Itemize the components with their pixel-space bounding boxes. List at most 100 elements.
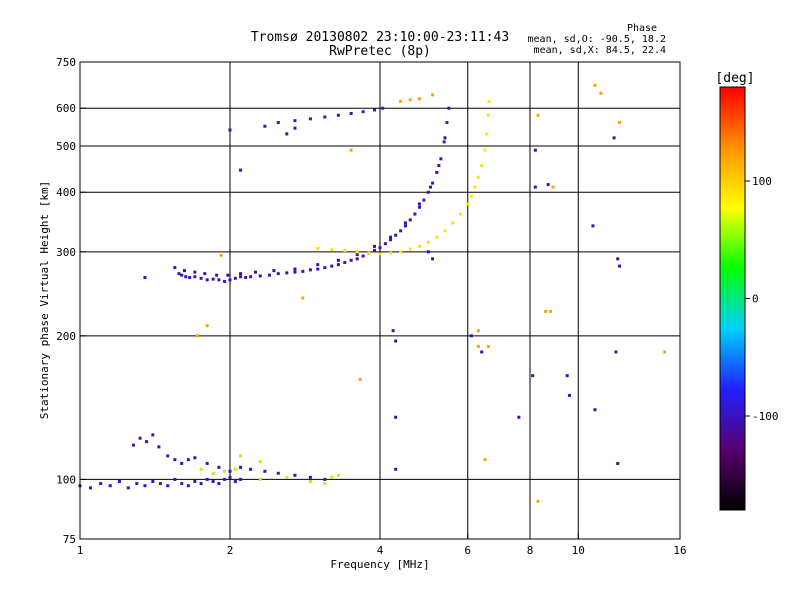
data-point (336, 113, 340, 117)
data-point (381, 106, 385, 110)
data-point (435, 170, 439, 174)
data-point (399, 250, 403, 254)
data-point (249, 467, 253, 471)
data-point (193, 270, 197, 274)
data-point (180, 273, 184, 277)
data-point (308, 268, 312, 272)
data-point (349, 111, 353, 115)
data-point (426, 190, 430, 194)
data-point (219, 253, 223, 257)
data-point (389, 238, 393, 242)
y-tick-label: 200 (56, 330, 76, 343)
data-point (258, 274, 262, 278)
data-point (486, 113, 490, 117)
data-point (469, 334, 473, 338)
data-point (166, 484, 170, 488)
data-point (166, 454, 170, 458)
data-point (308, 117, 312, 121)
data-points (78, 83, 667, 503)
data-point (272, 269, 276, 273)
x-axis: 1 2 4 6 8 10 16 (77, 533, 687, 557)
data-point (437, 164, 441, 168)
data-point (458, 212, 462, 216)
data-point (612, 136, 616, 140)
colorbar-tick-label: 100 (752, 175, 772, 188)
data-point (293, 267, 297, 271)
data-point (367, 251, 371, 255)
data-point (301, 269, 305, 273)
data-point (199, 467, 203, 471)
data-point (89, 486, 93, 490)
data-point (408, 247, 412, 251)
data-point (616, 461, 620, 465)
data-point (373, 108, 377, 112)
data-point (158, 482, 162, 486)
data-point (223, 477, 227, 481)
x-tick-label: 8 (527, 544, 534, 557)
data-point (285, 475, 289, 479)
data-point (184, 275, 188, 279)
data-point (276, 272, 280, 276)
data-point (99, 482, 103, 486)
data-point (239, 465, 243, 469)
data-point (126, 486, 130, 490)
x-tick-label: 1 (77, 544, 84, 557)
data-point (480, 164, 484, 168)
y-tick-label: 500 (56, 140, 76, 153)
data-point (131, 443, 135, 447)
data-point (399, 229, 403, 233)
data-point (391, 329, 395, 333)
data-point (394, 467, 398, 471)
data-point (143, 276, 147, 280)
colorbar-tick-label: 0 (752, 293, 759, 306)
data-point (428, 185, 432, 189)
data-point (249, 275, 253, 279)
data-point (108, 484, 112, 488)
data-point (330, 475, 334, 479)
data-point (138, 436, 142, 440)
data-point (451, 221, 455, 225)
data-point (593, 408, 597, 412)
data-point (211, 277, 215, 281)
colorbar-ticks: 100 0 -100 (745, 175, 779, 423)
data-point (293, 473, 297, 477)
data-point (487, 99, 491, 103)
data-point (267, 273, 271, 277)
data-point (476, 329, 480, 333)
data-point (199, 276, 203, 280)
data-point (618, 121, 622, 125)
data-point (117, 479, 121, 483)
colorbar-tick-label: -100 (752, 410, 779, 423)
data-point (173, 477, 177, 481)
data-point (413, 212, 417, 216)
data-point (195, 334, 199, 338)
data-point (239, 454, 243, 458)
data-point (426, 250, 430, 254)
data-point (591, 224, 595, 228)
data-point (394, 415, 398, 419)
data-point (417, 97, 421, 101)
data-point (336, 263, 340, 267)
data-point (173, 266, 177, 270)
data-point (239, 272, 243, 276)
data-point (349, 148, 353, 152)
data-point (349, 258, 353, 262)
data-point (343, 260, 347, 264)
chart-title: Tromsø 20130802 23:10:00-23:11:43 (251, 30, 509, 45)
data-point (205, 324, 209, 328)
data-point (258, 477, 262, 481)
data-point (205, 461, 209, 465)
data-point (217, 482, 221, 486)
data-point (383, 242, 387, 246)
data-point (239, 168, 243, 172)
data-point (469, 194, 473, 198)
data-point (186, 458, 190, 462)
data-point (445, 121, 449, 125)
x-axis-label: Frequency [MHz] (330, 558, 429, 571)
data-point (308, 475, 312, 479)
data-point (403, 221, 407, 225)
data-point (263, 124, 267, 128)
data-point (223, 279, 227, 283)
data-point (205, 477, 209, 481)
data-point (361, 254, 365, 258)
